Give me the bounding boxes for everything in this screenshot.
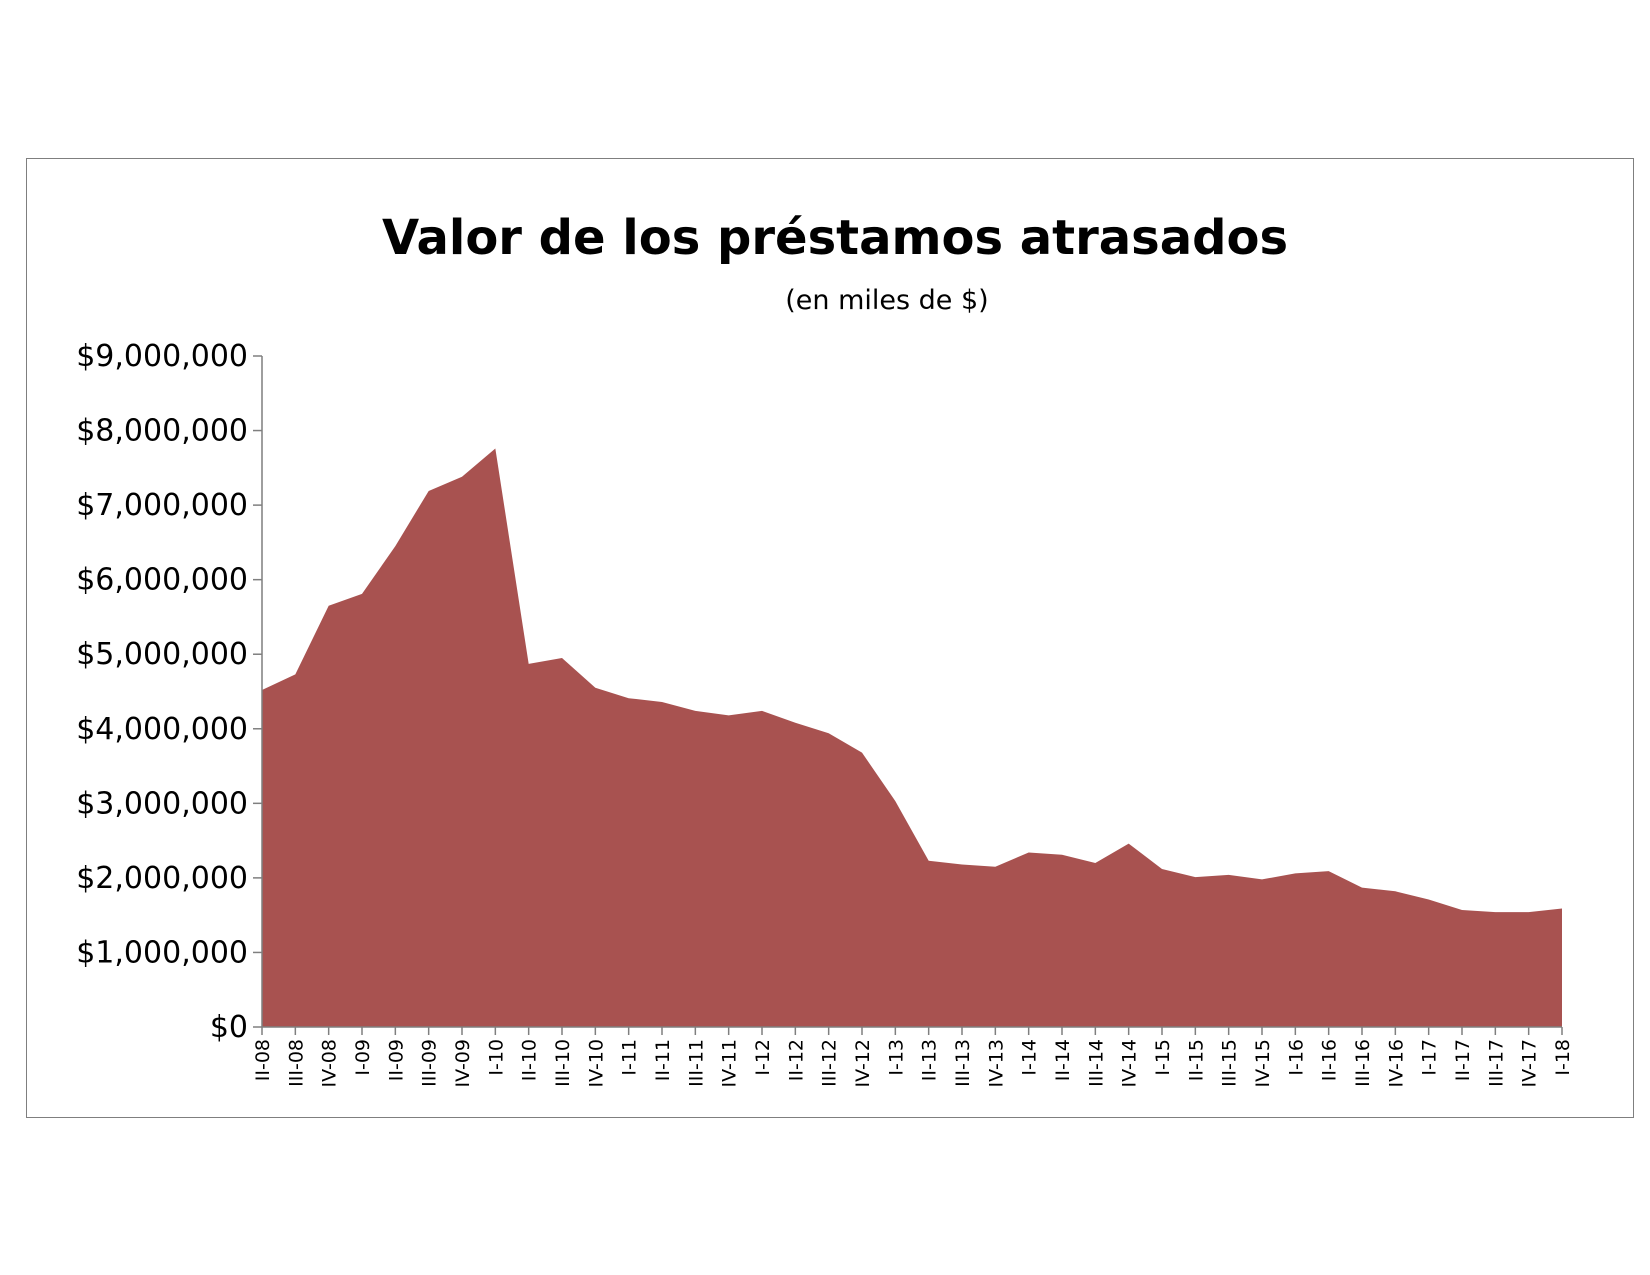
x-tick-label: III-14 <box>1085 1039 1107 1087</box>
x-tick-label: IV-10 <box>585 1039 607 1088</box>
x-tick-label: III-08 <box>285 1039 307 1087</box>
y-tick-label: $6,000,000 <box>76 563 248 598</box>
y-tick-label: $9,000,000 <box>76 339 248 374</box>
x-tick-label: IV-14 <box>1119 1039 1141 1088</box>
x-tick-label: IV-09 <box>452 1039 474 1088</box>
x-tick-label: IV-13 <box>985 1039 1007 1088</box>
x-tick-label: II-15 <box>1185 1039 1207 1081</box>
x-tick-label: II-14 <box>1052 1039 1074 1081</box>
y-tick-label: $1,000,000 <box>76 935 248 970</box>
x-tick-label: II-13 <box>919 1039 941 1081</box>
x-tick-label: I-14 <box>1019 1039 1041 1076</box>
x-tick-label: I-12 <box>752 1039 774 1076</box>
y-tick-label: $5,000,000 <box>76 637 248 672</box>
x-tick-label: II-08 <box>252 1039 274 1081</box>
x-tick-label: I-17 <box>1419 1039 1441 1076</box>
y-tick-label: $4,000,000 <box>76 712 248 747</box>
x-tick-label: I-15 <box>1152 1039 1174 1076</box>
area-chart: Valor de los préstamos atrasados (en mil… <box>76 210 1574 1088</box>
y-axis: $0 $1,000,000 $2,000,000 $3,000,000 $4,000,0… <box>76 339 263 1045</box>
chart-subtitle: (en miles de $) <box>785 285 988 316</box>
x-tick-label: III-10 <box>552 1039 574 1087</box>
x-tick-label: III-15 <box>1219 1039 1241 1087</box>
x-tick-label: III-17 <box>1485 1039 1507 1087</box>
x-tick-label: III-12 <box>819 1039 841 1087</box>
chart-title: Valor de los préstamos atrasados <box>382 210 1288 266</box>
x-tick-label: IV-12 <box>852 1039 874 1088</box>
x-tick-label: IV-17 <box>1519 1039 1541 1088</box>
y-tick-label: $8,000,000 <box>76 414 248 449</box>
x-tick-label: I-18 <box>1552 1039 1574 1076</box>
x-tick-label: I-16 <box>1285 1039 1307 1076</box>
x-tick-label: II-16 <box>1319 1039 1341 1081</box>
y-tick-label: $7,000,000 <box>76 488 248 523</box>
x-tick-label: IV-16 <box>1385 1039 1407 1088</box>
x-tick-label: II-11 <box>652 1039 674 1081</box>
chart-frame: Valor de los préstamos atrasados (en mil… <box>26 158 1634 1118</box>
area-series <box>262 448 1562 1027</box>
x-tick-label: III-09 <box>419 1039 441 1087</box>
y-tick-label: $2,000,000 <box>76 861 248 896</box>
x-tick-label: II-10 <box>519 1039 541 1081</box>
x-tick-label: IV-11 <box>719 1039 741 1088</box>
x-tick-label: III-13 <box>952 1039 974 1087</box>
x-tick-label: III-11 <box>685 1039 707 1087</box>
x-tick-label: II-09 <box>385 1039 407 1081</box>
x-tick-label: II-17 <box>1452 1039 1474 1081</box>
x-tick-label: IV-08 <box>319 1039 341 1088</box>
x-tick-label: II-12 <box>785 1039 807 1081</box>
x-tick-label: I-13 <box>885 1039 907 1076</box>
x-tick-label: I-11 <box>619 1039 641 1076</box>
y-tick-label: $3,000,000 <box>76 786 248 821</box>
x-tick-label: I-09 <box>352 1039 374 1076</box>
x-tick-label: IV-15 <box>1252 1039 1274 1088</box>
plot-area <box>262 448 1562 1027</box>
y-tick-label: $0 <box>210 1010 248 1045</box>
x-axis: II-08 III-08 IV-08 I-09 II-09 III-09 IV-09 I-10… <box>252 1026 1574 1088</box>
x-tick-label: I-10 <box>485 1039 507 1076</box>
x-tick-label: III-16 <box>1352 1039 1374 1087</box>
